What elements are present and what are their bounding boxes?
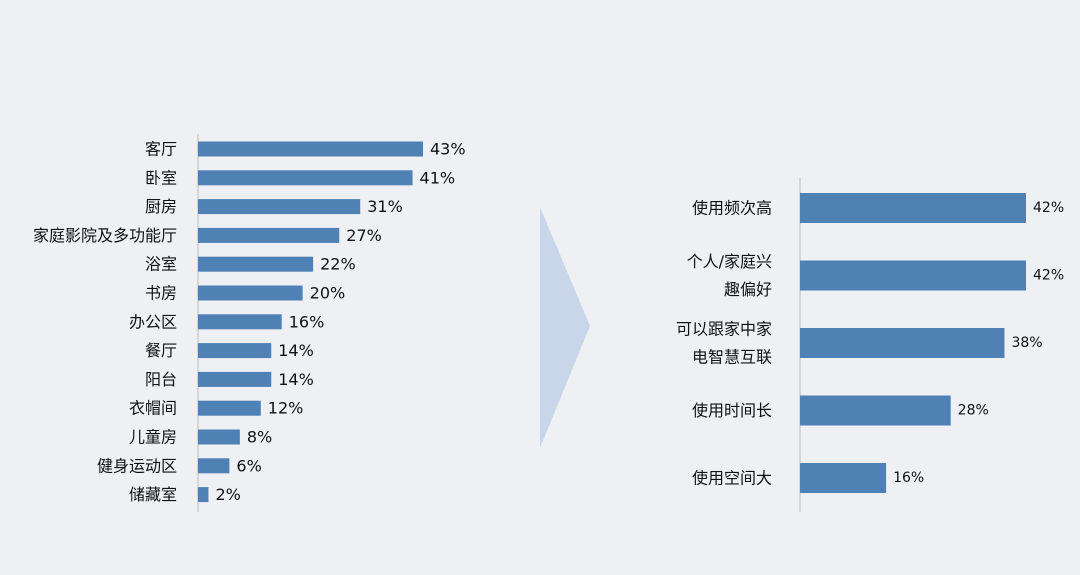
left-value-label: 14% bbox=[278, 341, 314, 360]
left-bar bbox=[198, 285, 303, 301]
right-category-label: 可以跟家中家 bbox=[676, 320, 772, 339]
left-bar bbox=[198, 487, 209, 503]
right-category-label: 使用空间大 bbox=[692, 469, 772, 488]
left-bar bbox=[198, 400, 261, 416]
left-category-label: 卧室 bbox=[145, 168, 177, 187]
right-value-label: 42% bbox=[1033, 268, 1064, 284]
left-bar bbox=[198, 199, 361, 215]
left-bar bbox=[198, 256, 314, 272]
right-bar bbox=[800, 463, 887, 493]
left-category-label: 阳台 bbox=[145, 370, 177, 389]
left-bar bbox=[198, 227, 340, 243]
left-category-label: 办公区 bbox=[129, 312, 177, 331]
left-category-label: 健身运动区 bbox=[97, 456, 177, 475]
left-value-label: 8% bbox=[247, 428, 272, 447]
left-bar bbox=[198, 458, 230, 474]
right-bar bbox=[800, 328, 1005, 358]
right-value-label: 38% bbox=[1011, 335, 1042, 351]
right-category-label: 使用频次高 bbox=[692, 199, 772, 218]
left-category-label: 客厅 bbox=[145, 140, 177, 159]
left-bar bbox=[198, 429, 240, 445]
left-bar bbox=[198, 371, 272, 387]
left-value-label: 22% bbox=[320, 255, 356, 274]
left-category-label: 厨房 bbox=[145, 197, 177, 216]
left-value-label: 6% bbox=[236, 456, 261, 475]
left-value-label: 14% bbox=[278, 370, 314, 389]
right-value-label: 42% bbox=[1033, 200, 1064, 216]
left-bar bbox=[198, 141, 423, 157]
right-category-label: 电智慧互联 bbox=[692, 348, 772, 367]
left-value-label: 27% bbox=[346, 226, 382, 245]
left-category-label: 家庭影院及多功能厅 bbox=[33, 226, 177, 245]
right-bar bbox=[800, 260, 1026, 291]
left-category-label: 衣帽间 bbox=[129, 399, 177, 418]
left-category-label: 储藏室 bbox=[129, 485, 177, 504]
left-value-label: 43% bbox=[430, 140, 466, 159]
right-category-label: 使用时间长 bbox=[692, 401, 772, 420]
left-category-label: 餐厅 bbox=[145, 341, 177, 360]
right-bar bbox=[800, 193, 1026, 223]
left-bar bbox=[198, 170, 413, 186]
left-value-label: 31% bbox=[367, 197, 403, 216]
left-bar bbox=[198, 314, 282, 330]
left-value-label: 2% bbox=[215, 485, 240, 504]
left-category-label: 书房 bbox=[145, 284, 177, 303]
left-value-label: 12% bbox=[268, 399, 304, 418]
left-value-label: 41% bbox=[420, 168, 456, 187]
left-category-label: 浴室 bbox=[145, 255, 177, 274]
left-value-label: 16% bbox=[289, 312, 325, 331]
left-category-label: 儿童房 bbox=[129, 428, 177, 447]
left-bar bbox=[198, 343, 272, 359]
left-bar-chart: 43% 客厅 41% 卧室 31% 厨房 27% 家庭影院及多功能厅 22% 浴室 20% 书房 16%… bbox=[33, 134, 466, 512]
right-value-label: 16% bbox=[893, 470, 924, 486]
right-value-label: 28% bbox=[958, 403, 989, 419]
right-bar bbox=[800, 395, 951, 426]
chevron-right-arrow-icon bbox=[540, 207, 590, 448]
right-category-label: 趣偏好 bbox=[724, 280, 772, 299]
left-value-label: 20% bbox=[310, 284, 346, 303]
right-category-label: 个人/家庭兴 bbox=[687, 252, 772, 271]
